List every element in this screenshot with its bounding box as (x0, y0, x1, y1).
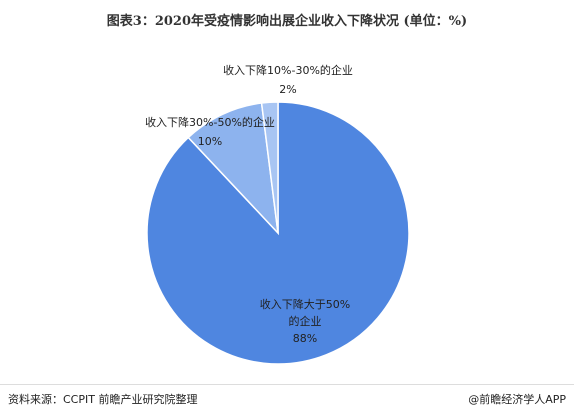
value-label: 2% (279, 83, 297, 96)
pie-slice (187, 102, 280, 236)
chart-title: 图表3：2020年受疫情影响出展企业收入下降状况 (单位：%) (106, 14, 468, 29)
slice-label: 收入下降大于50%的企业 (259, 298, 351, 328)
brand-note: @前瞻经济学人APP (468, 393, 566, 406)
value-label: 88% (292, 332, 318, 345)
slice-label: 收入下降30%-50%的企业 (145, 116, 275, 129)
slice-label: 收入下降10%-30%的企业 (223, 64, 353, 77)
pie-slice (260, 101, 279, 234)
divider (0, 384, 574, 385)
source-note: 资料来源：CCPIT 前瞻产业研究院整理 (8, 393, 198, 406)
value-label: 10% (197, 135, 223, 148)
